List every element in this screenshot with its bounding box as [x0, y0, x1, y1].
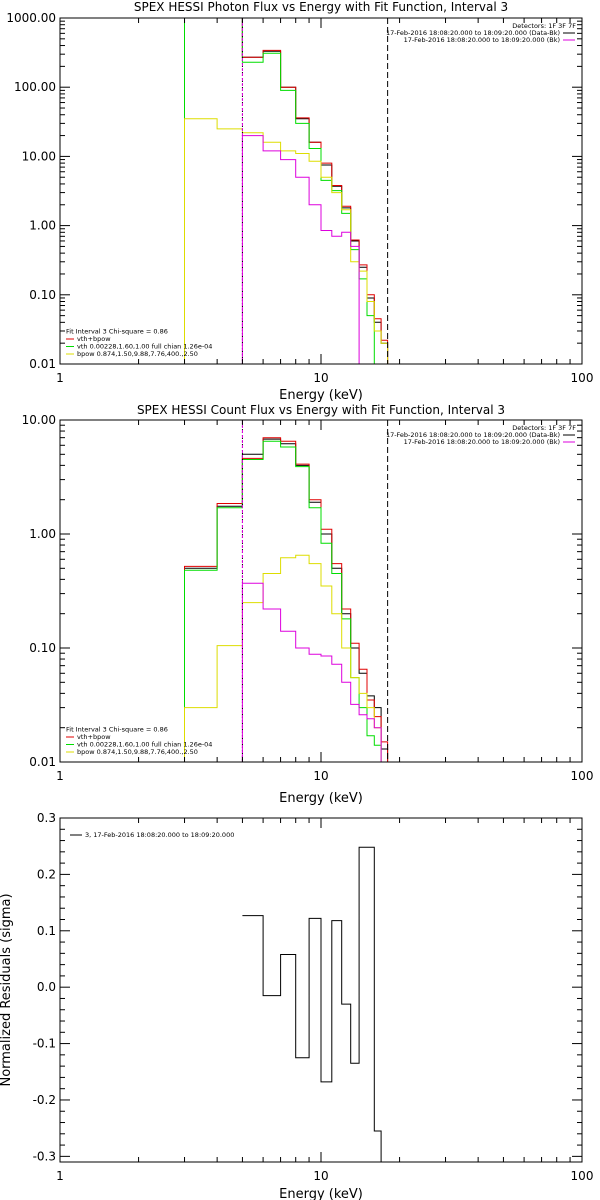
panel-1: 1 10 100 0.01 0.10 1.00 10.00 100.00 1000.00 SPEX… [6, 0, 593, 403]
y-tick-label: 0.1 [37, 924, 56, 938]
x-tick-label: 100 [571, 769, 594, 783]
series-3-17-feb-2016-18-08-20-000-to-18-09-20-000 [242, 846, 388, 1162]
chart-title: SPEX HESSI Count Flux vs Energy with Fit… [137, 403, 505, 417]
y-tick-label: 0.01 [29, 755, 56, 769]
fit-legend-entry: vth 0.00228,1.60,1.00 full chian 1.26e-0… [77, 343, 212, 351]
series-data-bk [184, 438, 389, 762]
chart-title: SPEX HESSI Photon Flux vs Energy with Fi… [134, 0, 508, 14]
y-tick-label: 10.00 [22, 413, 56, 427]
y-tick-label: -0.3 [33, 1149, 56, 1163]
detectors-label: Detectors: 1F 3F 7F [512, 22, 576, 30]
fit-legend-entry: bpow 0.874,1.50,9.88,7.76,400.,2.50 [77, 350, 198, 358]
series-bpow [184, 554, 388, 762]
plot-frame [59, 419, 583, 763]
series-bk [241, 582, 382, 762]
y-tick-label: 1.00 [29, 527, 56, 541]
series-bpow [184, 118, 411, 364]
fit-legend-entry: bpow 0.874,1.50,9.88,7.76,400.,2.50 [77, 748, 198, 756]
y-tick-label: 0.0 [37, 980, 56, 994]
x-axis-label: Energy (keV) [279, 791, 363, 806]
panel-3: 1 10 100 -0.3 -0.2 -0.1 0.0 0.1 0.2 0.3 Energy (ke… [0, 811, 593, 1200]
x-tick-label: 1 [56, 371, 64, 385]
fit-legend-entry: Fit Interval 3 Chi-square = 0.86 [66, 726, 168, 734]
series-vth [184, 440, 388, 762]
x-axis-label: Energy (keV) [279, 388, 363, 403]
residual-legend-entry: 3, 17-Feb-2016 18:08:20.000 to 18:09:20.… [85, 831, 234, 839]
x-tick-label: 1 [56, 769, 64, 783]
series-vth-bpow [184, 437, 389, 762]
y-tick-label: 0.10 [29, 288, 56, 302]
series-vth [184, 18, 411, 364]
x-tick-label: 10 [313, 1169, 328, 1183]
detectors-label: Detectors: 1F 3F 7F [512, 424, 576, 432]
y-tick-label: -0.1 [33, 1037, 56, 1051]
y-tick-label: 0.3 [37, 811, 56, 825]
y-tick-label: -0.2 [33, 1093, 56, 1107]
plot-area [184, 420, 389, 762]
time-range-label: 17-Feb-2016 18:08:20.000 to 18:09:20.000… [404, 438, 560, 446]
y-tick-label: 0.01 [29, 357, 56, 371]
y-tick-label: 0.10 [29, 641, 56, 655]
fit-legend-entry: vth+bpow [77, 335, 111, 343]
y-tick-label: 1.00 [29, 219, 56, 233]
x-tick-label: 1 [56, 1169, 64, 1183]
y-tick-label: 100.00 [14, 80, 56, 94]
y-tick-label: 0.2 [37, 867, 56, 881]
y-tick-label: 10.00 [22, 149, 56, 163]
x-tick-label: 10 [313, 769, 328, 783]
fit-legend-entry: Fit Interval 3 Chi-square = 0.86 [66, 328, 168, 336]
x-tick-label: 10 [313, 371, 328, 385]
x-axis-label: Energy (keV) [279, 1187, 363, 1200]
series-vth-bpow [184, 18, 411, 364]
plot-frame [59, 17, 583, 365]
time-range-label: 17-Feb-2016 18:08:20.000 to 18:09:20.000… [386, 29, 560, 37]
fit-legend-entry: vth 0.00228,1.60,1.00 full chian 1.26e-0… [77, 741, 212, 749]
series-bk [241, 135, 360, 364]
fit-legend-entry: vth+bpow [77, 733, 111, 741]
series-data-bk [184, 18, 411, 364]
y-axis-label: Normalized Residuals (sigma) [0, 893, 14, 1086]
time-range-label: 17-Feb-2016 18:08:20.000 to 18:09:20.000… [404, 36, 560, 44]
x-tick-label: 100 [571, 1169, 594, 1183]
time-range-label: 17-Feb-2016 18:08:20.000 to 18:09:20.000… [386, 431, 560, 439]
panel-2: 1 10 100 0.01 0.10 1.00 10.00 SPEX HESSI Count … [22, 403, 594, 806]
plot-area [184, 18, 411, 364]
y-tick-label: 1000.00 [6, 11, 56, 25]
plot-area [242, 846, 388, 1162]
x-tick-label: 100 [571, 371, 594, 385]
